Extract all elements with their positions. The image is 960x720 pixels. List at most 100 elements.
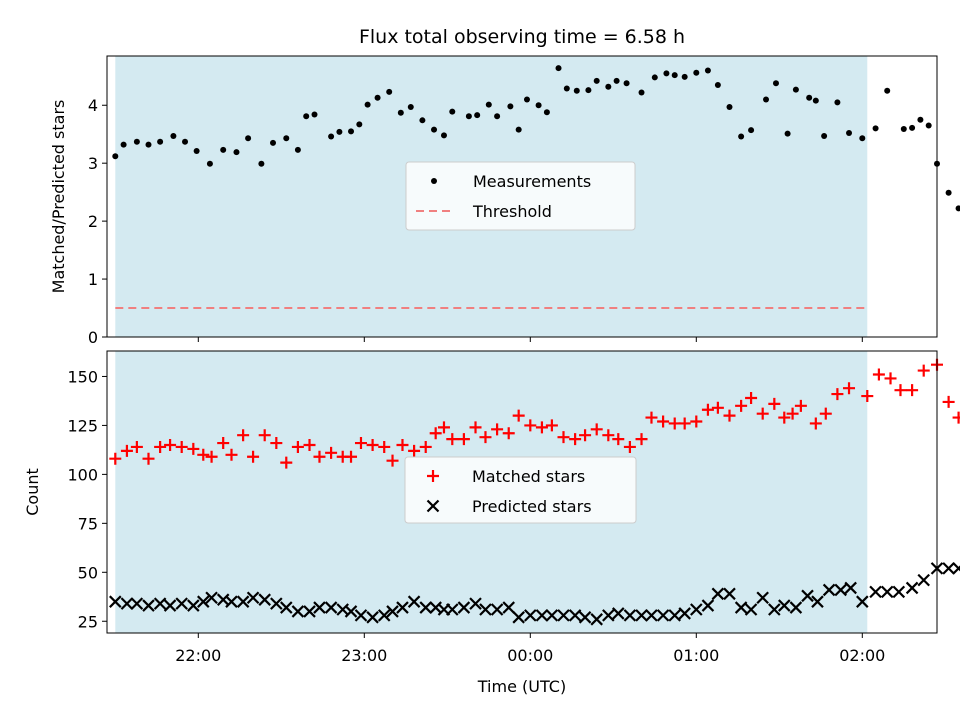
matched-star-point: [861, 390, 874, 403]
predicted-star-point: [291, 605, 305, 618]
measurement-point: [245, 135, 252, 142]
bottom-ytick-label: 25: [78, 612, 98, 631]
predicted-star-point: [892, 585, 906, 599]
matched-star-point: [524, 419, 537, 432]
predicted-star-point: [344, 605, 358, 618]
measurement-point: [294, 146, 301, 153]
matched-star-point: [270, 437, 283, 450]
matched-star-point: [205, 450, 218, 463]
measurement-point: [792, 86, 799, 93]
bottom-legend: Matched stars Predicted stars: [404, 456, 637, 524]
matched-star-point: [313, 450, 326, 463]
predicted-star-point: [377, 609, 391, 622]
measurement-point: [523, 96, 530, 103]
measurement-point: [955, 205, 960, 212]
measurement-point: [784, 130, 791, 137]
matched-star-point: [187, 442, 200, 455]
measurement-point: [748, 127, 755, 134]
predicted-star-point: [880, 585, 894, 599]
matched-star-point: [545, 419, 558, 432]
predicted-star-point: [535, 609, 549, 622]
predicted-star-point: [175, 597, 188, 610]
measurement-point: [884, 87, 891, 94]
matched-star-point: [745, 392, 758, 404]
measurement-point: [258, 160, 265, 167]
top-panel: 0 1 2 3 4 Matched/Predicted stars: [49, 55, 960, 347]
measurement-point: [356, 121, 363, 128]
matched-star-point: [291, 440, 304, 453]
measurement-point: [573, 87, 580, 94]
matched-star-point: [109, 452, 122, 465]
measurement-point: [605, 83, 612, 90]
predicted-star-point: [869, 585, 882, 599]
matched-star-point: [386, 454, 399, 467]
matched-star-point: [579, 429, 592, 442]
matched-star-point: [884, 372, 897, 385]
predicted-star-point: [386, 605, 399, 618]
predicted-star-point: [905, 581, 919, 595]
predicted-star-point: [258, 593, 271, 606]
predicted-star-point: [545, 609, 559, 622]
matched-star-point: [602, 429, 615, 442]
measurement-point: [182, 138, 189, 145]
bottom-ylabel: Count: [23, 468, 42, 516]
predicted-star-point: [366, 611, 379, 624]
measurement-point: [585, 87, 592, 94]
top-legend: Measurements Threshold: [405, 161, 636, 231]
predicted-star-point: [723, 587, 736, 601]
matched-star-point: [258, 429, 271, 442]
predicted-star-point: [236, 595, 250, 608]
predicted-star-point: [407, 595, 421, 608]
matched-star-point: [535, 421, 548, 434]
top-axes-frame: [106, 55, 938, 338]
predicted-star-point: [834, 583, 847, 597]
measurement-point: [120, 141, 127, 148]
predicted-star-point: [153, 597, 167, 610]
measurement-point: [465, 113, 472, 120]
measurement-point: [419, 117, 426, 124]
measurement-point: [563, 85, 570, 92]
matched-star-point: [164, 439, 177, 451]
matched-star-point: [366, 439, 379, 451]
matched-star-point: [154, 440, 167, 453]
predicted-star-point: [396, 601, 409, 614]
predicted-star-point: [656, 609, 670, 622]
predicted-star-point: [701, 599, 715, 612]
matched-star-point: [872, 368, 885, 381]
predicted-star-point: [756, 591, 769, 605]
top-legend-box: [405, 161, 636, 231]
measurement-point: [821, 132, 828, 139]
top-ytick-label: 0: [88, 328, 98, 347]
matched-star-point: [469, 421, 482, 434]
measurement-point: [233, 149, 240, 156]
predicted-star-point: [524, 609, 537, 622]
predicted-star-point: [801, 589, 814, 603]
top-legend-label: Measurements: [473, 172, 591, 191]
xtick-label: 02:00: [839, 646, 885, 665]
measurement-point: [714, 81, 721, 88]
bottom-legend-box: [404, 456, 637, 524]
measurement-point: [206, 160, 213, 167]
matched-star-point: [794, 399, 807, 412]
measurement-point: [112, 153, 119, 160]
matched-star-point: [457, 433, 470, 446]
measurement-point: [270, 139, 276, 146]
measurement-point: [543, 109, 550, 116]
matched-star-point: [280, 456, 293, 469]
matched-star-point: [446, 433, 459, 446]
xtick-label: 22:00: [175, 646, 221, 665]
matched-star-point: [635, 433, 648, 446]
measurement-point: [555, 65, 562, 72]
bottom-legend-label: Matched stars: [472, 467, 585, 486]
predicted-star-point: [490, 603, 504, 616]
predicted-star-point: [457, 601, 471, 614]
measurement-point: [407, 103, 414, 110]
measurement-point: [374, 94, 381, 101]
predicted-star-point: [635, 609, 648, 622]
matched-star-point: [917, 364, 930, 377]
matched-star-point: [491, 423, 504, 436]
predicted-star-point: [479, 603, 492, 616]
measurement-point: [145, 141, 152, 148]
measurement-point: [671, 72, 678, 79]
measurement-point: [917, 116, 924, 123]
